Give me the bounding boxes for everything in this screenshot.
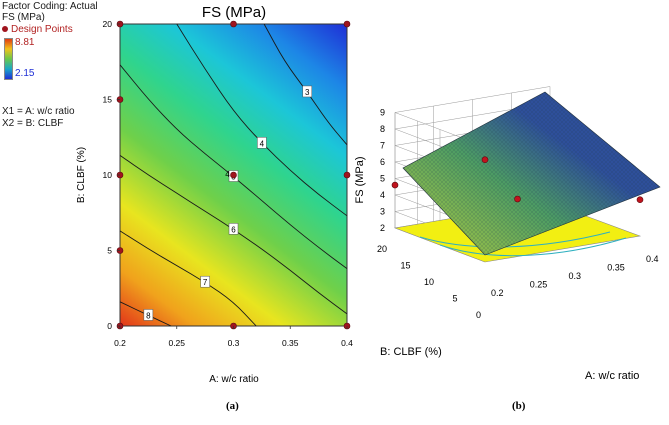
- contour-line-4: [176, 23, 348, 217]
- contour-label-4: 4: [260, 139, 265, 148]
- contour-label-6: 6: [231, 225, 236, 234]
- design-point: [230, 171, 237, 179]
- surface-plot: 2 3 4 5 6 7 8 9 0.2 0.25 0.3 0.35 0.4 0 5 10 15 20 FS (…: [354, 86, 661, 382]
- z-tick-label: 5: [380, 174, 385, 184]
- panel-label-a: (a): [226, 400, 239, 412]
- design-point: [343, 171, 351, 179]
- surface-x-axis-label: A: w/c ratio: [585, 370, 639, 382]
- floor-contour-line: [419, 231, 611, 248]
- z-tick-label: 7: [380, 141, 385, 151]
- y-tick-label: 10: [424, 277, 434, 287]
- contour-line-7: [119, 230, 257, 327]
- z-tick-label: 8: [380, 124, 385, 134]
- z-tick-label: 6: [380, 157, 385, 167]
- surface-z-axis-label: FS (MPa): [354, 156, 366, 203]
- color-scale-min: 2.15: [15, 68, 35, 79]
- x-tick-label: 0.25: [168, 338, 185, 348]
- contour-label-7: 7: [203, 278, 208, 287]
- color-scale-max: 8.81: [15, 37, 35, 48]
- contour-title: FS (MPa): [202, 4, 266, 21]
- contour-plot: FS (MPa) 3 4 5 6 7 8 4 0.2 0.25 0.3 0.35 0.4 0 5 10…: [76, 4, 353, 385]
- surface-design-point: [481, 156, 489, 163]
- panel-label-b: (b): [512, 400, 526, 412]
- contour-label-8: 8: [146, 311, 151, 320]
- color-scale-bar: [4, 38, 13, 80]
- surface-design-point: [514, 195, 521, 203]
- legend-design-points-label: Design Points: [11, 24, 73, 35]
- y-tick-label: 5: [452, 294, 457, 304]
- contour-line-8: [119, 301, 172, 327]
- contour-label-box: [257, 137, 267, 149]
- z-tick-label: 4: [380, 190, 385, 200]
- contour-y-axis-label: B: CLBF (%): [76, 147, 87, 203]
- legend-factor-coding: Factor Coding: Actual: [2, 1, 98, 12]
- contour-x-ticks: 0.2 0.25 0.3 0.35 0.4: [114, 326, 353, 348]
- surface-x-ticks: 0.2 0.25 0.3 0.35 0.4: [491, 254, 659, 298]
- y-tick-label: 0: [476, 310, 481, 320]
- contour-label-box: [228, 223, 239, 235]
- x-tick-label: 0.4: [646, 254, 659, 264]
- x-tick-label: 0.3: [569, 271, 582, 281]
- box-grid-line: [394, 86, 551, 147]
- response-surface-mesh: [403, 92, 660, 255]
- contour-label-box: [302, 85, 313, 98]
- contour-line-5: [119, 64, 348, 269]
- y-tick-label: 15: [103, 95, 113, 105]
- contour-line-6: [119, 155, 348, 315]
- surface-y-ticks: 0 5 10 15 20: [377, 244, 481, 320]
- surface-design-point: [636, 196, 644, 203]
- z-tick-label: 9: [380, 108, 385, 118]
- legend-response: FS (MPa): [2, 12, 45, 23]
- x-tick-label: 0.4: [341, 338, 353, 348]
- legend-design-points: Design Points: [2, 24, 73, 35]
- contour-y-ticks: 0 5 10 15 20: [103, 19, 120, 331]
- y-tick-label: 5: [107, 246, 112, 256]
- z-tick-label: 2: [380, 223, 385, 233]
- x-tick-label: 0.35: [282, 338, 299, 348]
- legend-x2-definition: X2 = B: CLBF: [2, 118, 64, 129]
- x-tick-label: 0.25: [530, 280, 548, 290]
- design-point: [230, 20, 237, 28]
- contour-lines: [119, 23, 348, 327]
- y-tick-label: 15: [400, 261, 410, 271]
- design-point-label: 4: [225, 170, 230, 179]
- contour-label-box: [143, 309, 154, 321]
- contour-line-3: [263, 23, 348, 146]
- contour-label-3: 3: [305, 88, 310, 97]
- contour-x-axis-label: A: w/c ratio: [209, 374, 259, 385]
- surface-y-axis-label: B: CLBF (%): [380, 346, 442, 358]
- surface-z-ticks: 2 3 4 5 6 7 8 9: [380, 108, 385, 234]
- x-tick-label: 0.2: [491, 288, 504, 298]
- surface-design-point: [391, 181, 399, 189]
- x-tick-label: 0.35: [607, 263, 625, 273]
- x-tick-label: 0.3: [228, 338, 240, 348]
- floor-contour-line: [439, 237, 627, 257]
- y-tick-label: 0: [107, 321, 112, 331]
- y-tick-label: 20: [377, 244, 387, 254]
- surface-design-points: [391, 156, 644, 203]
- y-tick-label: 20: [103, 19, 113, 29]
- design-point-marker-icon: [2, 26, 8, 33]
- z-tick-label: 3: [380, 207, 385, 217]
- legend-x1-definition: X1 = A: w/c ratio: [2, 106, 75, 117]
- y-tick-label: 10: [103, 170, 113, 180]
- x-tick-label: 0.2: [114, 338, 126, 348]
- contour-label-box: [200, 275, 210, 288]
- design-point: [343, 20, 351, 28]
